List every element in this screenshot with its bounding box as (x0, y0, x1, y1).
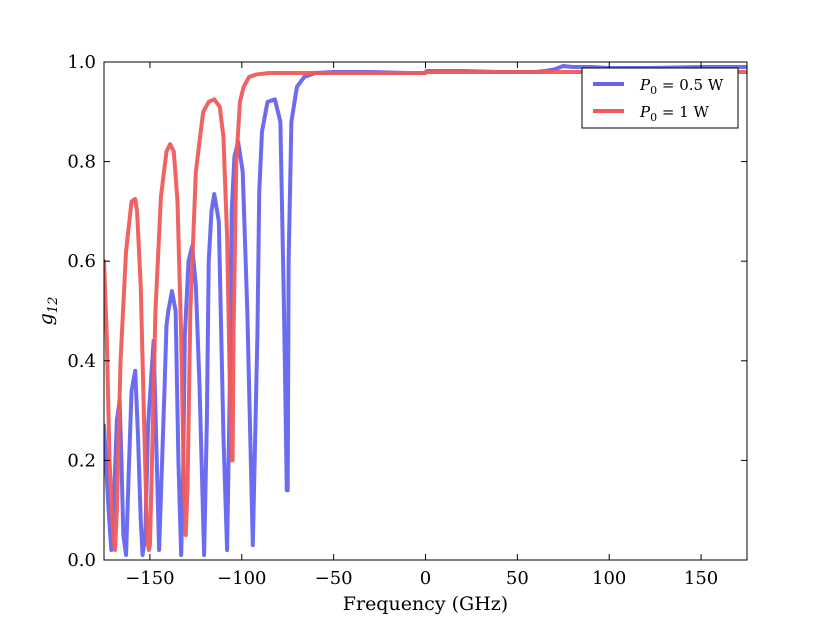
x-axis-label: Frequency (GHz) (343, 593, 508, 615)
x-tick-label-3: 0 (420, 568, 431, 589)
x-tick-label-1: −100 (217, 568, 266, 589)
x-tick-label-5: 100 (592, 568, 626, 589)
y-tick-label-4: 0.8 (67, 152, 96, 173)
y-axis-label-main: g (35, 313, 57, 325)
y-tick-label-0: 0.0 (67, 550, 96, 571)
y-tick-label-2: 0.4 (67, 351, 96, 372)
legend-label-1: P0 = 1 W (639, 103, 710, 124)
y-tick-label-3: 0.6 (67, 251, 96, 272)
x-tick-label-0: −150 (125, 568, 174, 589)
y-tick-label-1: 0.2 (67, 450, 96, 471)
legend: P0 = 0.5 W P0 = 1 W (582, 68, 738, 128)
x-tick-label-4: 50 (506, 568, 529, 589)
y-axis-label: g12 (35, 297, 61, 326)
x-tick-label-6: 150 (684, 568, 718, 589)
y-tick-label-5: 1.0 (67, 52, 96, 73)
chart: −150 −100 −50 0 50 100 150 0.0 0.2 0.4 0.6 0.8 1.0 F… (0, 0, 830, 623)
x-tick-label-2: −50 (315, 568, 353, 589)
y-axis-label-subscript: 12 (46, 297, 61, 314)
